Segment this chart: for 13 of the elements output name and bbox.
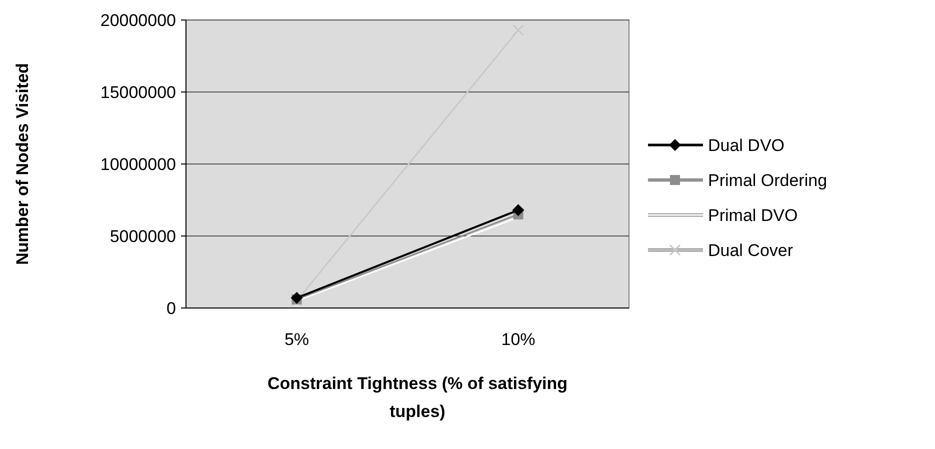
y-tick-label: 0 [166, 298, 176, 318]
y-tick-label: 5000000 [110, 226, 176, 246]
y-tick-label: 20000000 [100, 10, 176, 30]
y-axis-title: Number of Nodes Visited [12, 63, 32, 265]
x-axis-title: Constraint Tightness (% of satisfying tuples) [267, 374, 568, 421]
legend-label: Primal Ordering [708, 170, 828, 190]
legend-label: Dual DVO [708, 136, 785, 155]
legend-label: Primal DVO [708, 206, 798, 225]
y-tick-label: 10000000 [100, 154, 176, 174]
legend-label: Dual Cover [708, 240, 794, 260]
y-tick-label: 15000000 [100, 82, 176, 102]
x-tick-label: 10% [501, 330, 536, 349]
x-tick-label: 5% [284, 330, 310, 349]
